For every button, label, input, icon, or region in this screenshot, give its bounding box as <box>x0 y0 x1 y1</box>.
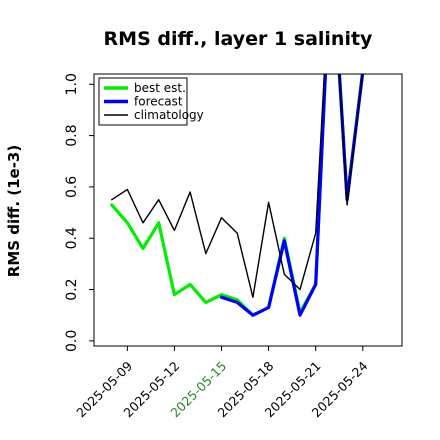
y-tick-label: 0.2 <box>64 278 80 300</box>
y-tick-label: 0.4 <box>64 227 80 249</box>
y-tick-label: 0.8 <box>64 124 80 146</box>
y-axis: 0.0 0.2 0.4 0.6 0.8 1.0 <box>64 73 94 352</box>
x-axis: 2025-05-092025-05-122025-05-152025-05-18… <box>73 346 371 420</box>
y-tick-label: 1.0 <box>64 73 80 95</box>
plot-frame <box>93 73 403 347</box>
series-line-climatology <box>110 74 364 298</box>
y-tick-label: 0.0 <box>64 330 80 352</box>
legend-label: climatology <box>134 108 204 122</box>
y-axis-label: RMS diff. (1e-3) <box>5 145 23 277</box>
series-layer <box>110 74 365 317</box>
y-tick-label: 0.6 <box>64 176 80 198</box>
chart-title: RMS diff., layer 1 salinity <box>104 28 374 50</box>
legend-label: best est. <box>134 81 186 95</box>
legend-label: forecast <box>134 95 183 109</box>
series-line-forecast <box>219 74 365 317</box>
